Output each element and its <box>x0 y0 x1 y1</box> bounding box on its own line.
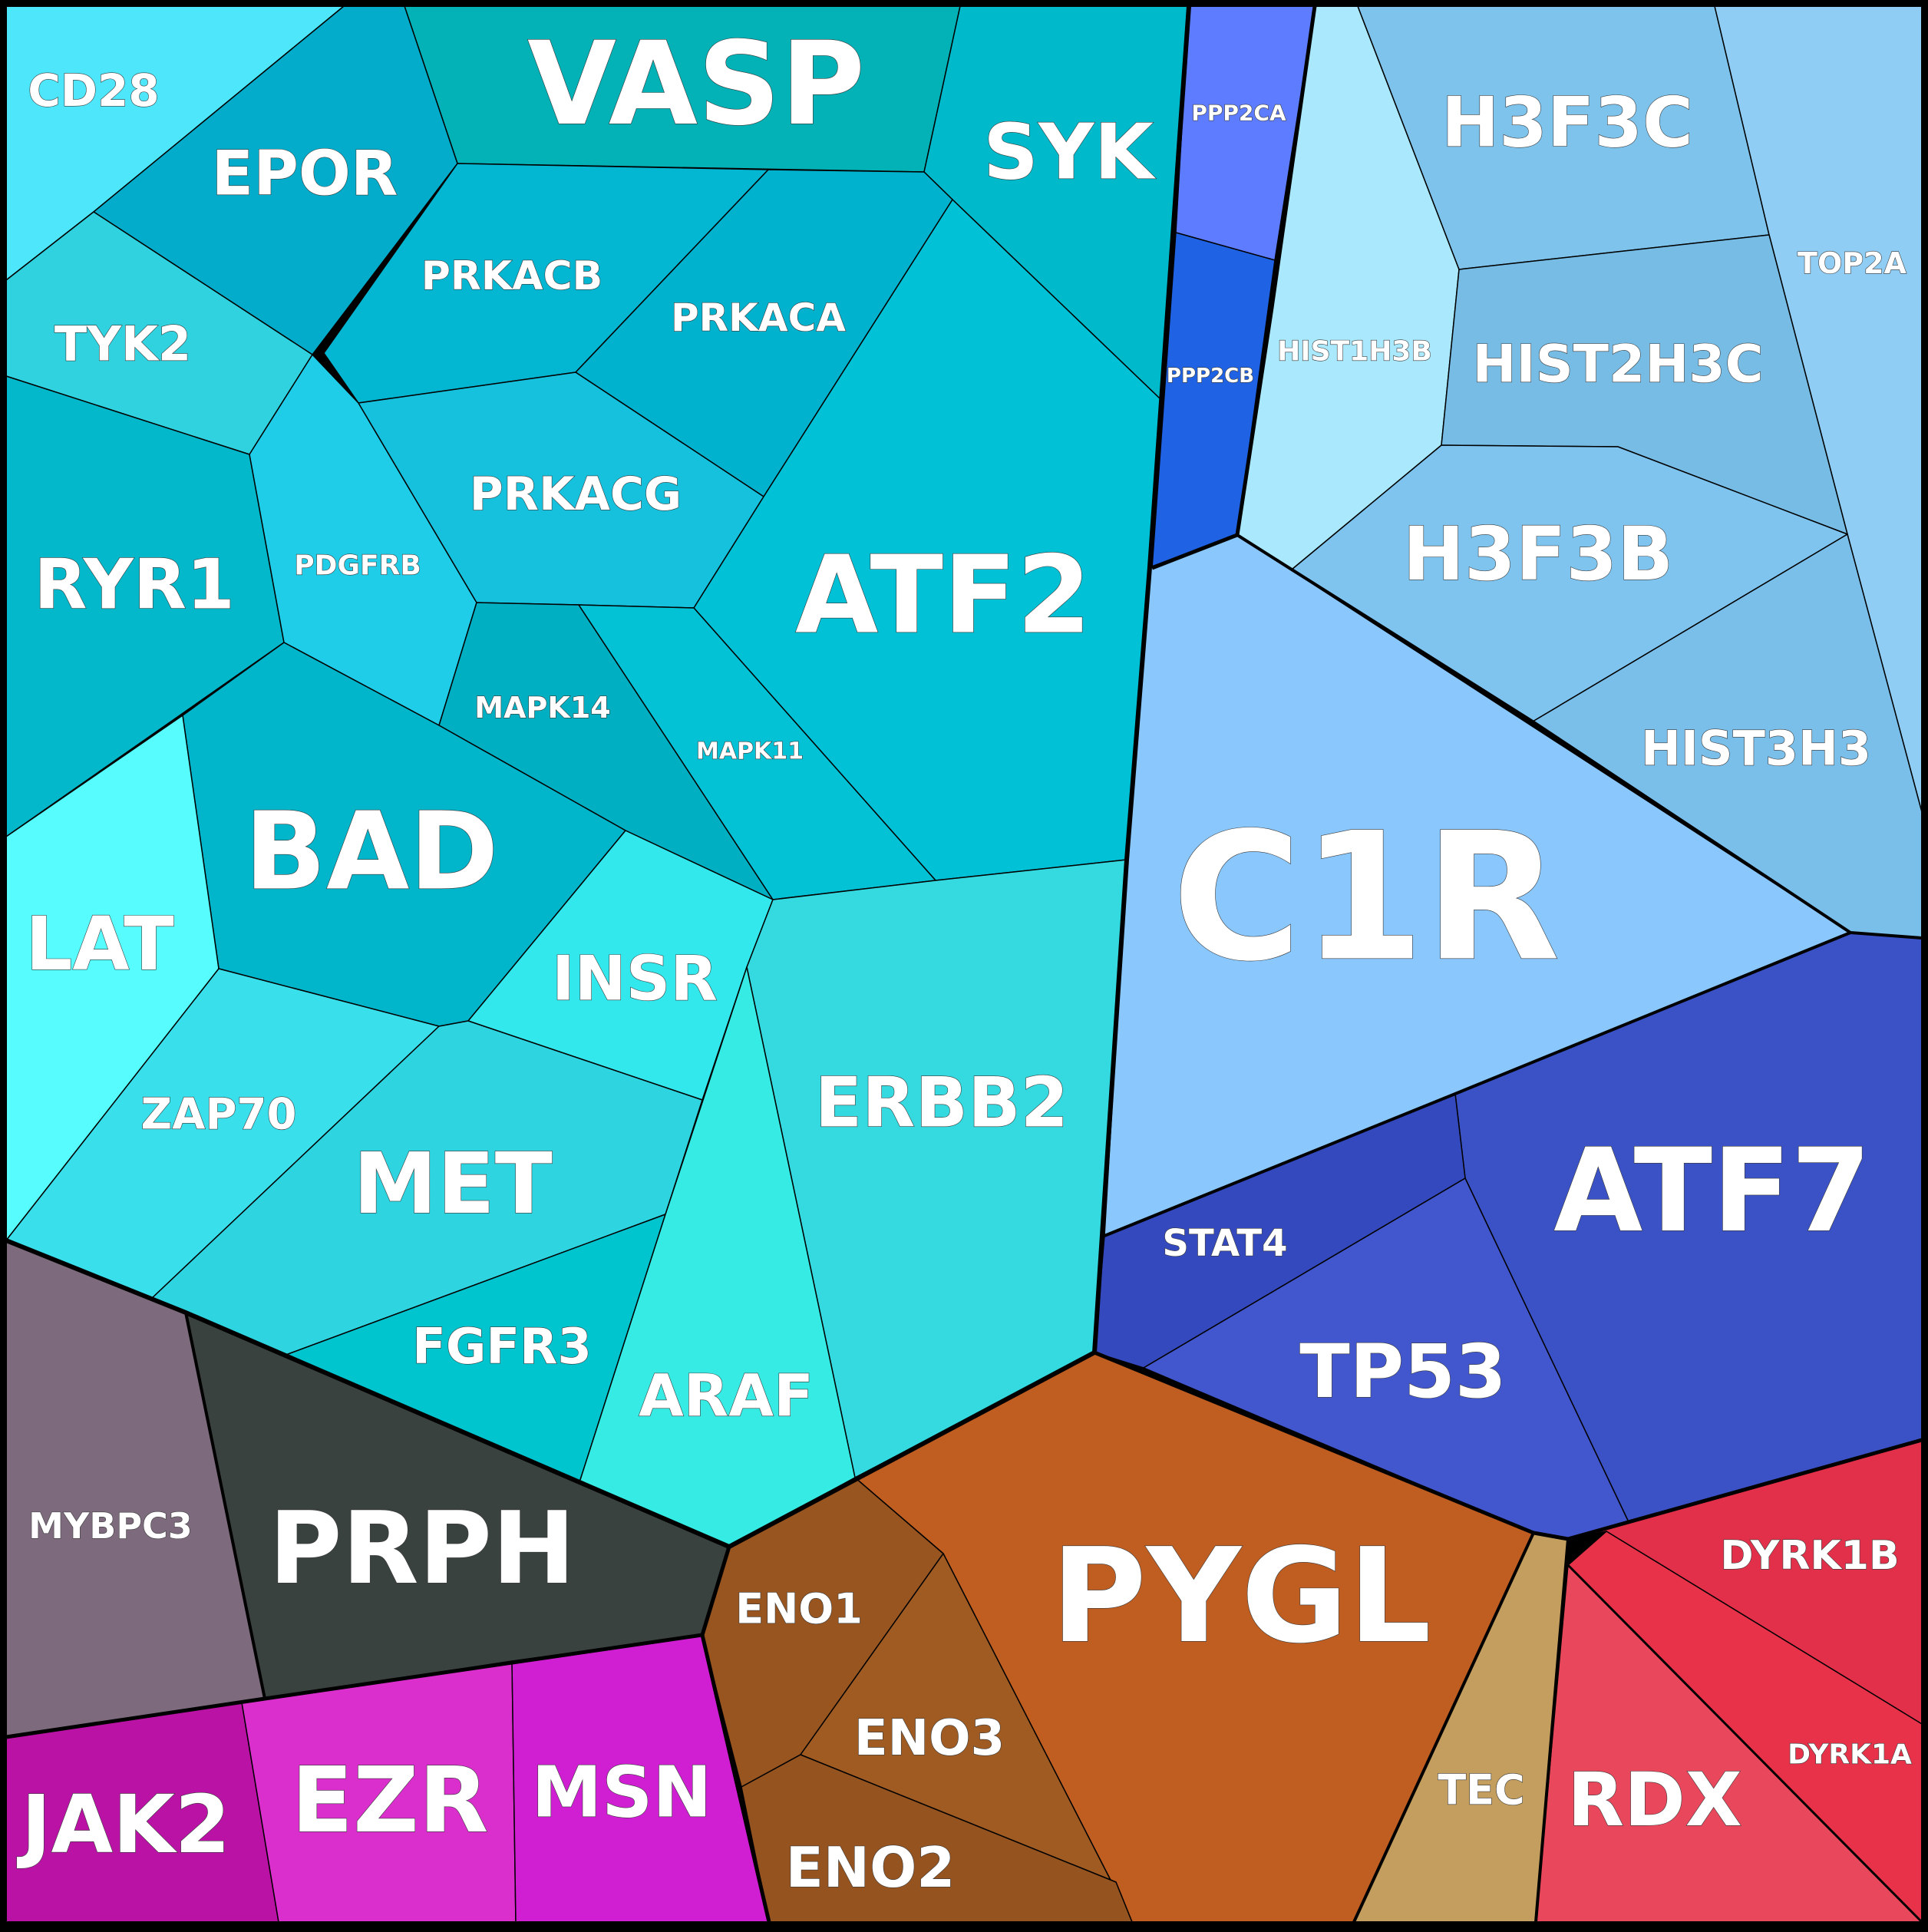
cell-label-araf: ARAF <box>639 1362 814 1430</box>
cell-label-hist2h3c: HIST2H3C <box>1472 335 1763 395</box>
group-border-tec <box>1352 1532 1535 1923</box>
cell-label-pdgfrb: PDGFRB <box>294 550 421 582</box>
cell-label-mybpc3: MYBPC3 <box>28 1505 193 1547</box>
cell-label-cd28: CD28 <box>28 64 159 117</box>
cell-label-met: MET <box>353 1134 553 1233</box>
cell-label-jak2: JAK2 <box>17 1778 230 1871</box>
cell-label-ppp2cb: PPP2CB <box>1167 365 1254 388</box>
cell-label-prkaca: PRKACA <box>671 296 846 340</box>
cell-label-top2a: TOP2A <box>1798 246 1907 280</box>
group-border-bluecells <box>1104 931 1851 1237</box>
cell-label-erbb2: ERBB2 <box>815 1063 1069 1144</box>
cell-label-ppp2ca: PPP2CA <box>1191 101 1286 126</box>
group-border-blue <box>1151 5 1317 570</box>
cell-label-stat4: STAT4 <box>1162 1222 1287 1265</box>
cell-label-bad: BAD <box>244 790 498 915</box>
cell-label-vasp: VASP <box>527 18 865 151</box>
cell-label-zap70: ZAP70 <box>141 1090 297 1140</box>
cell-label-prkacb: PRKACB <box>421 253 603 299</box>
cell-label-atf7: ATF7 <box>1553 1125 1871 1258</box>
group-border-dyrk <box>1566 1564 1923 1924</box>
cell-label-pygl: PYGL <box>1051 1521 1431 1673</box>
cell-label-mapk11: MAPK11 <box>696 738 804 765</box>
cell-label-atf2: ATF2 <box>795 533 1091 659</box>
cell-label-dyrk1b: DYRK1B <box>1720 1533 1899 1579</box>
cell-label-fgfr3: FGFR3 <box>412 1319 592 1376</box>
group-border-pygl <box>1094 1350 1923 1541</box>
cell-label-lat: LAT <box>25 901 174 987</box>
cell-label-ezr: EZR <box>291 1747 488 1853</box>
cell-label-rdx: RDX <box>1567 1757 1742 1843</box>
cell-label-syk: SYK <box>983 107 1156 197</box>
group-border-rdx <box>1534 1538 1570 1923</box>
group-border-eno <box>700 1634 771 1923</box>
cell-label-epor: EPOR <box>212 138 398 210</box>
cell-label-h3f3c: H3F3C <box>1441 83 1693 163</box>
cell-label-tp53: TP53 <box>1299 1329 1506 1415</box>
cell-label-eno1: ENO1 <box>735 1585 863 1633</box>
cell-label-ryr1: RYR1 <box>34 545 234 626</box>
cell-label-eno2: ENO2 <box>786 1835 956 1900</box>
cell-label-insr: INSR <box>552 943 718 1015</box>
cell-label-mapk14: MAPK14 <box>474 691 610 725</box>
cell-label-c1r: C1R <box>1172 796 1560 1001</box>
cell-label-hist3h3: HIST3H3 <box>1641 721 1871 777</box>
cell-label-tec: TEC <box>1438 1766 1524 1815</box>
group-border-prph <box>5 1546 731 1739</box>
cells-layer <box>5 5 1923 1923</box>
group-border-mybpc3 <box>184 1312 266 1699</box>
cell-label-msn: MSN <box>532 1752 712 1834</box>
cell-label-eno3: ENO3 <box>854 1710 1005 1767</box>
group-border-histone <box>1236 533 1923 940</box>
cell-label-h3f3b: H3F3B <box>1403 511 1674 597</box>
cell-label-tyk2: TYK2 <box>54 316 191 372</box>
group-border-teal <box>5 5 1191 1550</box>
cell-label-dyrk1a: DYRK1A <box>1788 1739 1912 1771</box>
group-borders <box>5 5 1923 1924</box>
cell-label-prph: PRPH <box>269 1490 575 1607</box>
labels-layer: CD28 VASP EPOR SYK TYK2 PRKACB PRKACA RYR1 PDGFR… <box>16 17 1912 1900</box>
cell-label-hist1h3b: HIST1H3B <box>1277 336 1432 368</box>
cell-label-prkacg: PRKACG <box>470 467 682 521</box>
